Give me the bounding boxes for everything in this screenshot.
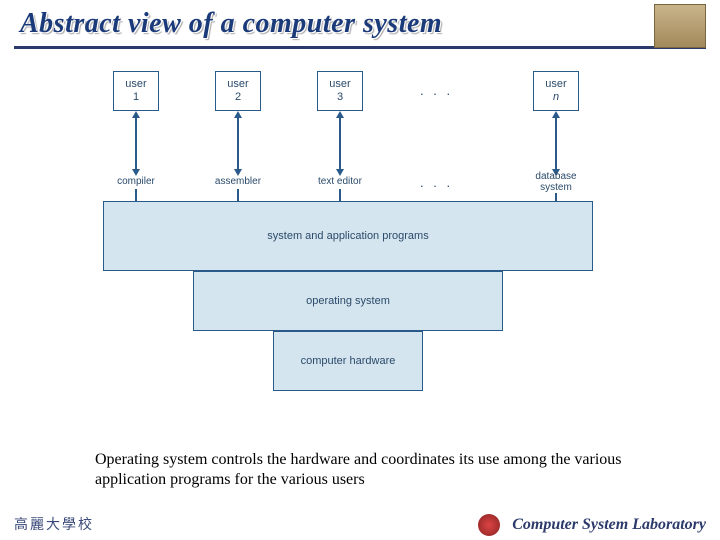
user-label: user xyxy=(329,78,350,91)
user-label: user xyxy=(125,78,146,91)
user-box-3: user 3 xyxy=(317,71,363,111)
footer-lab: Computer System Laboratory xyxy=(512,516,706,534)
user-label: user xyxy=(227,78,248,91)
user-number: n xyxy=(553,91,559,104)
caption-text: Operating system controls the hardware a… xyxy=(95,450,635,490)
layer-system-apps: system and application programs xyxy=(103,201,593,271)
user-box-2: user 2 xyxy=(215,71,261,111)
program-label-assembler: assembler xyxy=(200,176,276,187)
user-box-n: user n xyxy=(533,71,579,111)
page-title: Abstract view of a computer system xyxy=(20,8,700,40)
user-number: 1 xyxy=(133,91,139,104)
user-label: user xyxy=(545,78,566,91)
building-logo-icon xyxy=(654,4,706,48)
program-label-compiler: compiler xyxy=(100,176,172,187)
user-box-1: user 1 xyxy=(113,71,159,111)
title-bar: Abstract view of a computer system xyxy=(0,0,720,42)
user-number: 3 xyxy=(337,91,343,104)
footer-university: 高麗大學校 xyxy=(14,514,94,534)
layer-os: operating system xyxy=(193,271,503,331)
layer-label: operating system xyxy=(306,295,390,307)
program-label-database: database system xyxy=(520,171,592,193)
dots-users: . . . xyxy=(420,83,453,98)
layer-label: system and application programs xyxy=(267,230,428,242)
system-diagram: user 1 user 2 user 3 user n . . . compil… xyxy=(0,49,720,429)
layer-label: computer hardware xyxy=(301,355,396,367)
user-number: 2 xyxy=(235,91,241,104)
program-label-texteditor: text editor xyxy=(304,176,376,187)
layer-hardware: computer hardware xyxy=(273,331,423,391)
dots-programs: . . . xyxy=(420,175,453,190)
crest-icon xyxy=(478,514,500,536)
